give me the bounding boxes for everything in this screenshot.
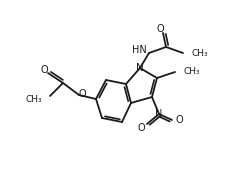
Text: CH₃: CH₃ [191,48,208,57]
Text: HN: HN [132,45,147,55]
Text: O: O [175,115,183,125]
Text: O: O [78,89,86,99]
Text: CH₃: CH₃ [183,67,200,76]
Text: O: O [156,24,164,34]
Text: O: O [137,123,145,133]
Text: N: N [136,63,144,73]
Text: N: N [155,109,163,119]
Text: CH₃: CH₃ [25,95,42,104]
Text: O: O [40,65,48,75]
